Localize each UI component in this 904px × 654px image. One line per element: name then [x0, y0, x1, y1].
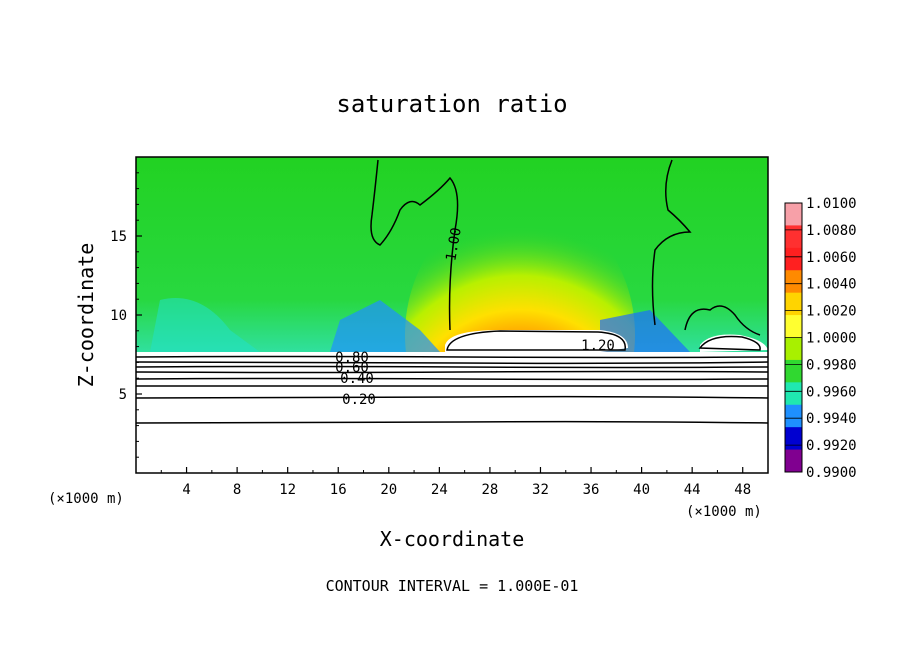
supersaturated-core-right [700, 334, 768, 352]
contour-label: 0.60 [335, 360, 369, 376]
colorbar-swatch [785, 427, 802, 451]
x-tick-label: 16 [330, 482, 347, 498]
colorbar-swatch [785, 203, 802, 226]
colorbar-level-label: 1.0020 [806, 304, 857, 320]
colorbar-level-label: 1.0060 [806, 250, 857, 266]
x-unit-label-right: (×1000 m) [686, 504, 762, 520]
x-tick-label: 8 [233, 482, 241, 498]
colorbar-level-label: 0.9960 [806, 384, 857, 400]
colorbar-swatch [785, 404, 802, 428]
x-tick-label: 32 [532, 482, 549, 498]
colorbar-level-label: 0.9920 [806, 438, 857, 454]
blue-region [330, 300, 440, 352]
colorbar-level-label: 1.0100 [806, 196, 857, 212]
x-tick-label: 40 [633, 482, 650, 498]
contour-label: 1.00 [443, 226, 465, 262]
y-tick-label: 15 [110, 229, 127, 245]
colorbar-level-label: 1.0040 [806, 277, 857, 293]
y-axis-label: Z-coordinate [74, 243, 98, 388]
y-tick-label: 5 [119, 387, 127, 403]
colorbar-level-label: 0.9980 [806, 357, 857, 373]
colorbar-level-label: 1.0000 [806, 331, 857, 347]
contour-label: 1.20 [581, 338, 615, 354]
x-tick-label: 12 [279, 482, 296, 498]
contour-label: 0.80 [335, 350, 369, 366]
colorbar-swatch [785, 247, 802, 271]
colorbar-swatch [785, 270, 802, 294]
contour-lines [136, 159, 768, 424]
x-tick-label: 36 [583, 482, 600, 498]
x-tick-label: 24 [431, 482, 448, 498]
colorbar-swatch [785, 292, 802, 316]
colorbar-swatch [785, 337, 802, 361]
x-tick-label: 48 [734, 482, 751, 498]
colorbar-swatch [785, 225, 802, 249]
x-unit-label-left: (×1000 m) [48, 491, 124, 507]
contour-label-group: 1.00 1.20 0.800.600.40 0.20 [335, 226, 615, 408]
colorbar-level-label: 0.9900 [806, 465, 857, 481]
colorbar-swatch [785, 449, 802, 473]
subsaturated-region [136, 352, 768, 473]
x-tick-label: 20 [380, 482, 397, 498]
y-tick-label: 10 [110, 308, 127, 324]
contour-label: 0.20 [342, 392, 376, 408]
heatmap-field [136, 157, 768, 473]
chart-title: saturation ratio [336, 90, 567, 118]
supersaturated-core [445, 330, 628, 352]
colorbar-level-label: 0.9940 [806, 411, 857, 427]
colorbar-swatch [785, 359, 802, 383]
colorbar-level-label: 1.0080 [806, 223, 857, 239]
colorbar-swatch [785, 382, 802, 406]
x-axis-label: X-coordinate [380, 527, 525, 551]
cyan-region [150, 298, 260, 352]
x-tick-label: 28 [481, 482, 498, 498]
contour-interval-note: CONTOUR INTERVAL = 1.000E-01 [326, 577, 579, 595]
colorbar: 1.0100 1.0080 1.0060 1.0040 1.0020 1.0000 0.99… [784, 196, 857, 481]
contour-label: 0.40 [340, 371, 374, 387]
x-tick-label: 44 [684, 482, 701, 498]
x-tick-label: 4 [182, 482, 190, 498]
colorbar-swatch [785, 315, 802, 338]
